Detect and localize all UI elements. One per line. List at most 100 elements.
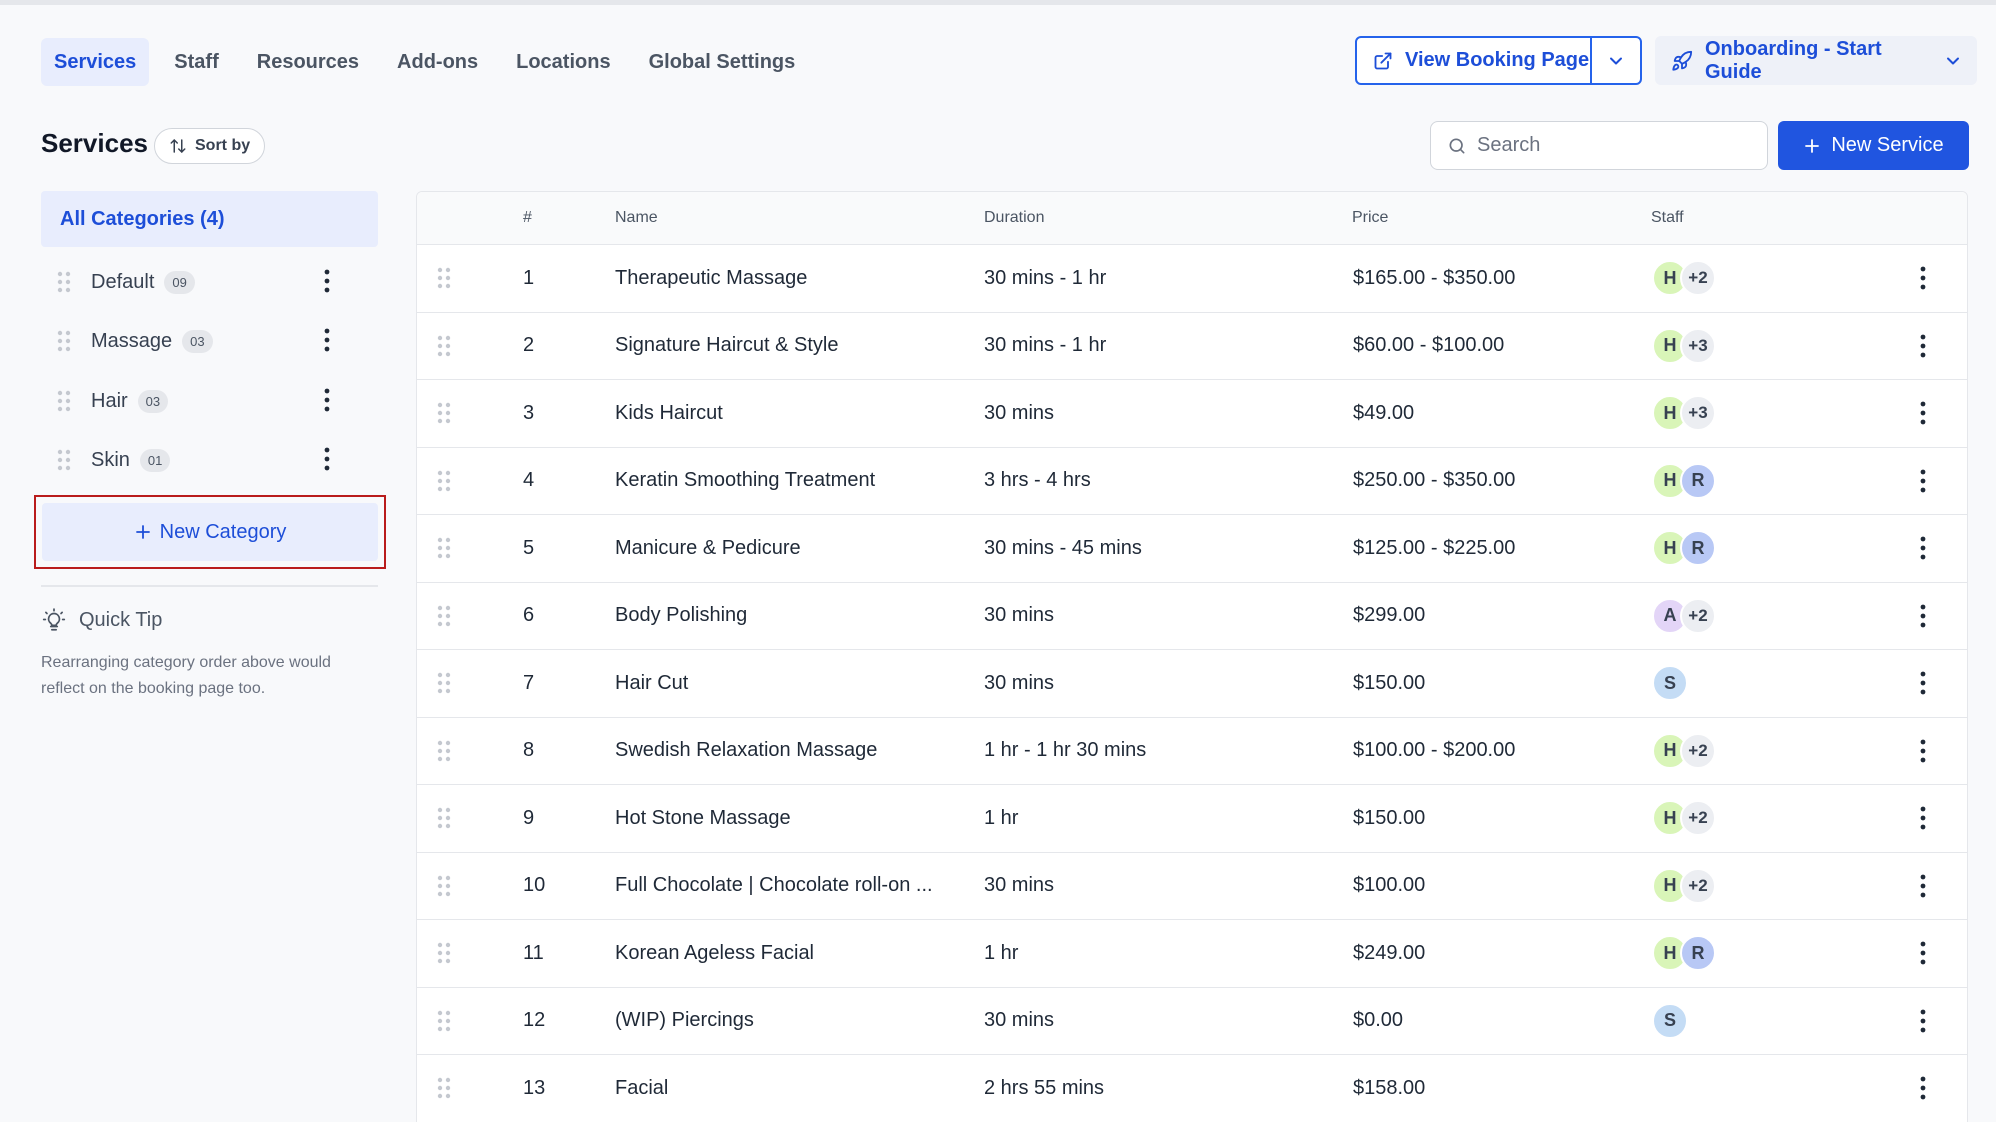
more-vertical-icon[interactable] [323, 268, 331, 299]
onboarding-guide-button[interactable]: Onboarding - Start Guide [1655, 36, 1977, 85]
more-vertical-icon[interactable] [1919, 583, 1927, 650]
staff-avatars: H +3 [1652, 313, 1716, 380]
tab-add-ons[interactable]: Add-ons [397, 50, 479, 73]
column-header-duration: Duration [984, 209, 1045, 226]
service-name: Body Polishing [615, 604, 748, 627]
tab-staff[interactable]: Staff [174, 50, 219, 73]
service-price: $150.00 [1353, 671, 1426, 694]
drag-handle-icon[interactable] [46, 390, 82, 412]
drag-handle-icon[interactable] [46, 271, 82, 293]
new-service-label: New Service [1831, 134, 1944, 156]
view-booking-page-group: View Booking Page [1355, 36, 1642, 85]
service-price: $100.00 [1353, 874, 1426, 897]
drag-handle-icon[interactable] [437, 853, 451, 920]
staff-more-count: +2 [1680, 732, 1716, 769]
more-vertical-icon[interactable] [1919, 650, 1927, 717]
view-booking-page-button[interactable]: View Booking Page [1357, 38, 1590, 83]
search-icon [1447, 136, 1467, 156]
category-count-badge: 03 [137, 389, 169, 413]
row-number: 1 [523, 266, 535, 289]
table-row[interactable]: 9 Hot Stone Massage 1 hr $150.00 H +2 [417, 785, 1967, 853]
table-row[interactable]: 4 Keratin Smoothing Treatment 3 hrs - 4 hr… [417, 448, 1967, 515]
staff-more-count: +3 [1680, 395, 1716, 432]
table-row[interactable]: 7 Hair Cut 30 mins $150.00 S [417, 650, 1967, 718]
column-header-name: Name [615, 209, 658, 226]
more-vertical-icon[interactable] [1919, 313, 1927, 380]
table-row[interactable]: 10 Full Chocolate | Chocolate roll-on ...… [417, 853, 1967, 920]
more-vertical-icon[interactable] [1919, 515, 1927, 582]
search-input[interactable] [1477, 134, 1757, 157]
row-number: 8 [523, 739, 535, 762]
service-name: Hot Stone Massage [615, 806, 791, 829]
tab-locations[interactable]: Locations [516, 50, 611, 73]
staff-avatar: H [1652, 800, 1688, 837]
drag-handle-icon[interactable] [437, 313, 451, 380]
more-vertical-icon[interactable] [323, 387, 331, 418]
drag-handle-icon[interactable] [46, 449, 82, 471]
table-row[interactable]: 11 Korean Ageless Facial 1 hr $249.00 H R [417, 920, 1967, 988]
more-vertical-icon[interactable] [323, 327, 331, 358]
row-number: 4 [523, 469, 535, 492]
drag-handle-icon[interactable] [437, 718, 451, 785]
category-item-hair[interactable]: Hair 03 [41, 379, 378, 423]
more-vertical-icon[interactable] [1919, 380, 1927, 447]
more-vertical-icon[interactable] [1919, 245, 1927, 312]
table-row[interactable]: 12 (WIP) Piercings 30 mins $0.00 S [417, 988, 1967, 1055]
table-row[interactable]: 5 Manicure & Pedicure 30 mins - 45 mins $12… [417, 515, 1967, 583]
drag-handle-icon[interactable] [437, 448, 451, 515]
all-categories-item[interactable]: All Categories (4) [41, 191, 378, 247]
drag-handle-icon[interactable] [437, 650, 451, 717]
drag-handle-icon[interactable] [437, 785, 451, 852]
more-vertical-icon[interactable] [1919, 718, 1927, 785]
highlight-outline [34, 495, 386, 569]
more-vertical-icon[interactable] [1919, 920, 1927, 987]
more-vertical-icon[interactable] [1919, 853, 1927, 920]
table-row[interactable]: 2 Signature Haircut & Style 30 mins - 1 hr… [417, 313, 1967, 380]
rocket-icon [1671, 50, 1693, 72]
tab-services[interactable]: Services [41, 38, 150, 86]
staff-avatars: H +2 [1652, 785, 1716, 852]
service-name: Facial [615, 1076, 669, 1099]
table-row[interactable]: 13 Facial 2 hrs 55 mins $158.00 [417, 1055, 1967, 1122]
category-count-badge: 01 [139, 448, 171, 472]
new-category-label: New Category [159, 520, 287, 543]
drag-handle-icon[interactable] [437, 1055, 451, 1122]
table-row[interactable]: 3 Kids Haircut 30 mins $49.00 H +3 [417, 380, 1967, 448]
category-name: Default [91, 270, 155, 293]
more-vertical-icon[interactable] [1919, 448, 1927, 515]
drag-handle-icon[interactable] [437, 245, 451, 312]
more-vertical-icon[interactable] [1919, 785, 1927, 852]
table-row[interactable]: 1 Therapeutic Massage 30 mins - 1 hr $165.0… [417, 245, 1967, 313]
tab-global-settings[interactable]: Global Settings [648, 50, 796, 73]
staff-avatar: A [1652, 597, 1688, 634]
service-price: $165.00 - $350.00 [1353, 266, 1516, 289]
drag-handle-icon[interactable] [437, 920, 451, 987]
drag-handle-icon[interactable] [437, 515, 451, 582]
tab-resources[interactable]: Resources [256, 50, 360, 73]
more-vertical-icon[interactable] [1919, 1055, 1927, 1122]
drag-handle-icon[interactable] [437, 988, 451, 1055]
staff-avatars: A +2 [1652, 583, 1716, 650]
more-vertical-icon[interactable] [1919, 988, 1927, 1055]
staff-avatars: H +2 [1652, 718, 1716, 785]
drag-handle-icon[interactable] [46, 330, 82, 352]
category-item-default[interactable]: Default 09 [41, 260, 378, 304]
view-booking-dropdown-button[interactable] [1590, 38, 1640, 83]
service-duration: 1 hr [984, 806, 1019, 829]
drag-handle-icon[interactable] [437, 380, 451, 447]
drag-handle-icon[interactable] [437, 583, 451, 650]
service-price: $158.00 [1353, 1076, 1426, 1099]
staff-avatar: R [1680, 935, 1716, 972]
search-box [1430, 121, 1768, 170]
column-header-number: # [523, 209, 532, 226]
more-vertical-icon[interactable] [323, 446, 331, 477]
category-item-massage[interactable]: Massage 03 [41, 319, 378, 363]
new-service-button[interactable]: New Service [1778, 121, 1969, 170]
category-item-skin[interactable]: Skin 01 [41, 438, 378, 482]
service-duration: 30 mins [984, 874, 1055, 897]
new-category-button[interactable]: New Category [42, 503, 378, 561]
view-booking-page-label: View Booking Page [1405, 49, 1590, 71]
sort-by-button[interactable]: Sort by [154, 128, 266, 164]
table-row[interactable]: 6 Body Polishing 30 mins $299.00 A +2 [417, 583, 1967, 650]
table-row[interactable]: 8 Swedish Relaxation Massage 1 hr - 1 hr 3… [417, 718, 1967, 785]
